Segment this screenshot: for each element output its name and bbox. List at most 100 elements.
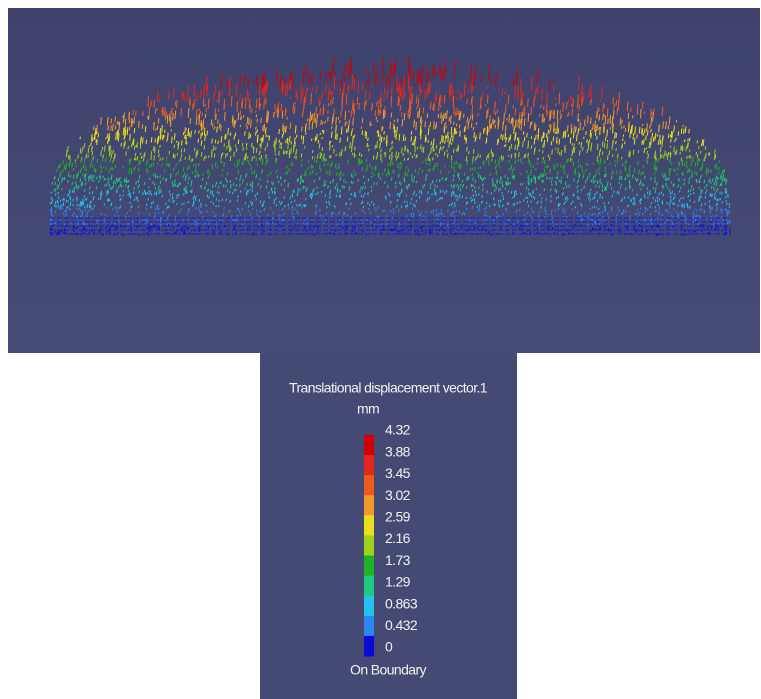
vector [52, 199, 53, 201]
vector [207, 220, 208, 222]
vector [671, 168, 672, 171]
vector [449, 117, 450, 122]
vector [355, 212, 356, 214]
vector [377, 130, 378, 133]
vector [542, 89, 543, 101]
vector [151, 137, 152, 143]
vector [551, 210, 552, 212]
vector [131, 206, 132, 208]
vector [604, 209, 605, 211]
vector [697, 141, 698, 144]
vector [247, 88, 248, 99]
vector [366, 90, 367, 94]
vector [275, 224, 276, 226]
legend-unit: mm [357, 401, 379, 417]
vector [240, 214, 241, 216]
vector [107, 183, 108, 186]
vector [259, 226, 260, 228]
vector [531, 107, 532, 115]
vector [186, 190, 187, 192]
vector [643, 133, 644, 136]
vector [466, 197, 467, 199]
vector [380, 109, 381, 115]
vector [316, 173, 317, 175]
vector [133, 110, 134, 115]
vector [604, 174, 605, 178]
vector [212, 191, 213, 194]
vector [497, 179, 498, 183]
vector [538, 91, 539, 95]
vector [399, 209, 400, 211]
vector [222, 199, 223, 201]
vector [579, 174, 580, 177]
vector [105, 145, 106, 151]
vector [78, 154, 79, 158]
vector [329, 203, 330, 206]
vector [410, 99, 411, 109]
vector [662, 173, 663, 176]
vector [349, 208, 350, 210]
vector [497, 164, 498, 167]
vector [197, 174, 198, 177]
vector [505, 223, 506, 225]
vector [163, 157, 164, 160]
vector [519, 112, 520, 117]
vector [650, 190, 651, 192]
vector [370, 221, 371, 223]
vector [595, 129, 596, 136]
vector [273, 222, 274, 224]
vector [435, 163, 436, 166]
vector [384, 152, 385, 154]
vector [147, 159, 148, 163]
vector [498, 215, 499, 217]
vector [129, 172, 130, 174]
vector [375, 167, 376, 170]
vector [94, 175, 95, 178]
vector [177, 100, 178, 109]
vector [322, 147, 323, 151]
vector [212, 139, 213, 144]
vector [521, 127, 522, 131]
vector [523, 131, 524, 135]
vector [553, 136, 554, 141]
vector [530, 232, 531, 234]
vector [301, 204, 302, 207]
vector [660, 147, 661, 153]
vector [307, 87, 308, 89]
vector [128, 222, 129, 224]
vector [625, 168, 626, 171]
vector [120, 184, 121, 187]
vector [686, 222, 687, 224]
vector [81, 151, 82, 153]
vector [607, 130, 608, 137]
vector [660, 140, 661, 144]
vector [555, 209, 556, 211]
vector [189, 208, 190, 210]
vector [395, 182, 396, 185]
vector [588, 145, 589, 150]
vector [727, 203, 728, 205]
vector [159, 186, 160, 189]
vector [202, 113, 203, 117]
vector [76, 173, 77, 175]
vector [500, 165, 501, 168]
vector [624, 126, 625, 129]
vector [112, 167, 113, 170]
vector [180, 158, 181, 162]
vector [505, 92, 506, 95]
vector [578, 76, 579, 90]
vector [106, 167, 107, 171]
vector [534, 97, 535, 107]
vector [665, 151, 666, 156]
vector [489, 205, 490, 207]
vector [153, 201, 154, 203]
vector [672, 222, 673, 224]
vector [656, 187, 657, 190]
vector [346, 227, 347, 229]
vector [51, 220, 52, 222]
vector [204, 145, 205, 149]
vector [600, 129, 601, 132]
vector [595, 121, 596, 129]
vector [223, 185, 224, 188]
vector [419, 196, 420, 199]
